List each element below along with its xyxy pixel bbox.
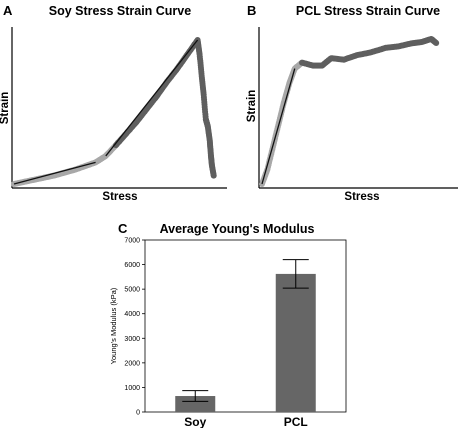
panel-c-bar-soy <box>175 396 216 412</box>
panel-c-y-tick-label: 0 <box>136 410 140 417</box>
panel-c: C Average Young's Modulus Young's Modulu… <box>109 221 347 428</box>
panel-b: B PCL Stress Strain Curve Strain Stress <box>246 3 458 203</box>
panel-c-title: Average Young's Modulus <box>160 222 315 236</box>
panel-a-plot <box>11 37 217 187</box>
panel-c-bar-pcl <box>275 273 316 412</box>
panel-c-y-tick-label: 5000 <box>124 287 140 294</box>
panel-a-y-label: Strain <box>0 92 11 125</box>
panel-c-y-tick-label: 6000 <box>124 262 140 269</box>
panel-b-title: PCL Stress Strain Curve <box>296 4 440 18</box>
panel-a-x-label: Stress <box>102 191 137 203</box>
panel-c-y-tick-label: 4000 <box>124 311 140 318</box>
panel-c-plot-frame <box>144 239 347 413</box>
panel-c-category-label: PCL <box>284 415 308 428</box>
panel-a-letter: A <box>3 3 13 18</box>
panel-c-y-tick-label: 1000 <box>124 385 140 392</box>
panel-b-fit-line <box>261 68 296 185</box>
panel-a: A Soy Stress Strain Curve Strain Stress <box>0 3 227 203</box>
panel-b-data-point <box>433 40 440 46</box>
panel-b-plot <box>259 36 440 187</box>
panel-b-y-label: Strain <box>246 90 258 123</box>
panel-c-y-label: Young's Modulus (kPa) <box>109 287 118 364</box>
panel-a-title: Soy Stress Strain Curve <box>49 4 191 18</box>
panel-c-plot: 0 1000 2000 3000 4000 5000 6000 7000 Soy PCL <box>124 238 316 428</box>
panel-a-fit-line <box>13 161 96 185</box>
panel-c-letter: C <box>118 221 128 236</box>
panel-a-fit-line <box>105 39 199 157</box>
panel-c-y-tick-label: 3000 <box>124 336 140 343</box>
panel-b-x-label: Stress <box>344 191 379 203</box>
panel-b-letter: B <box>247 3 256 18</box>
panel-c-category-label: Soy <box>184 415 206 428</box>
panel-c-y-tick-label: 7000 <box>124 238 140 245</box>
panel-c-y-tick-label: 2000 <box>124 360 140 367</box>
panel-a-data-point <box>210 172 217 179</box>
